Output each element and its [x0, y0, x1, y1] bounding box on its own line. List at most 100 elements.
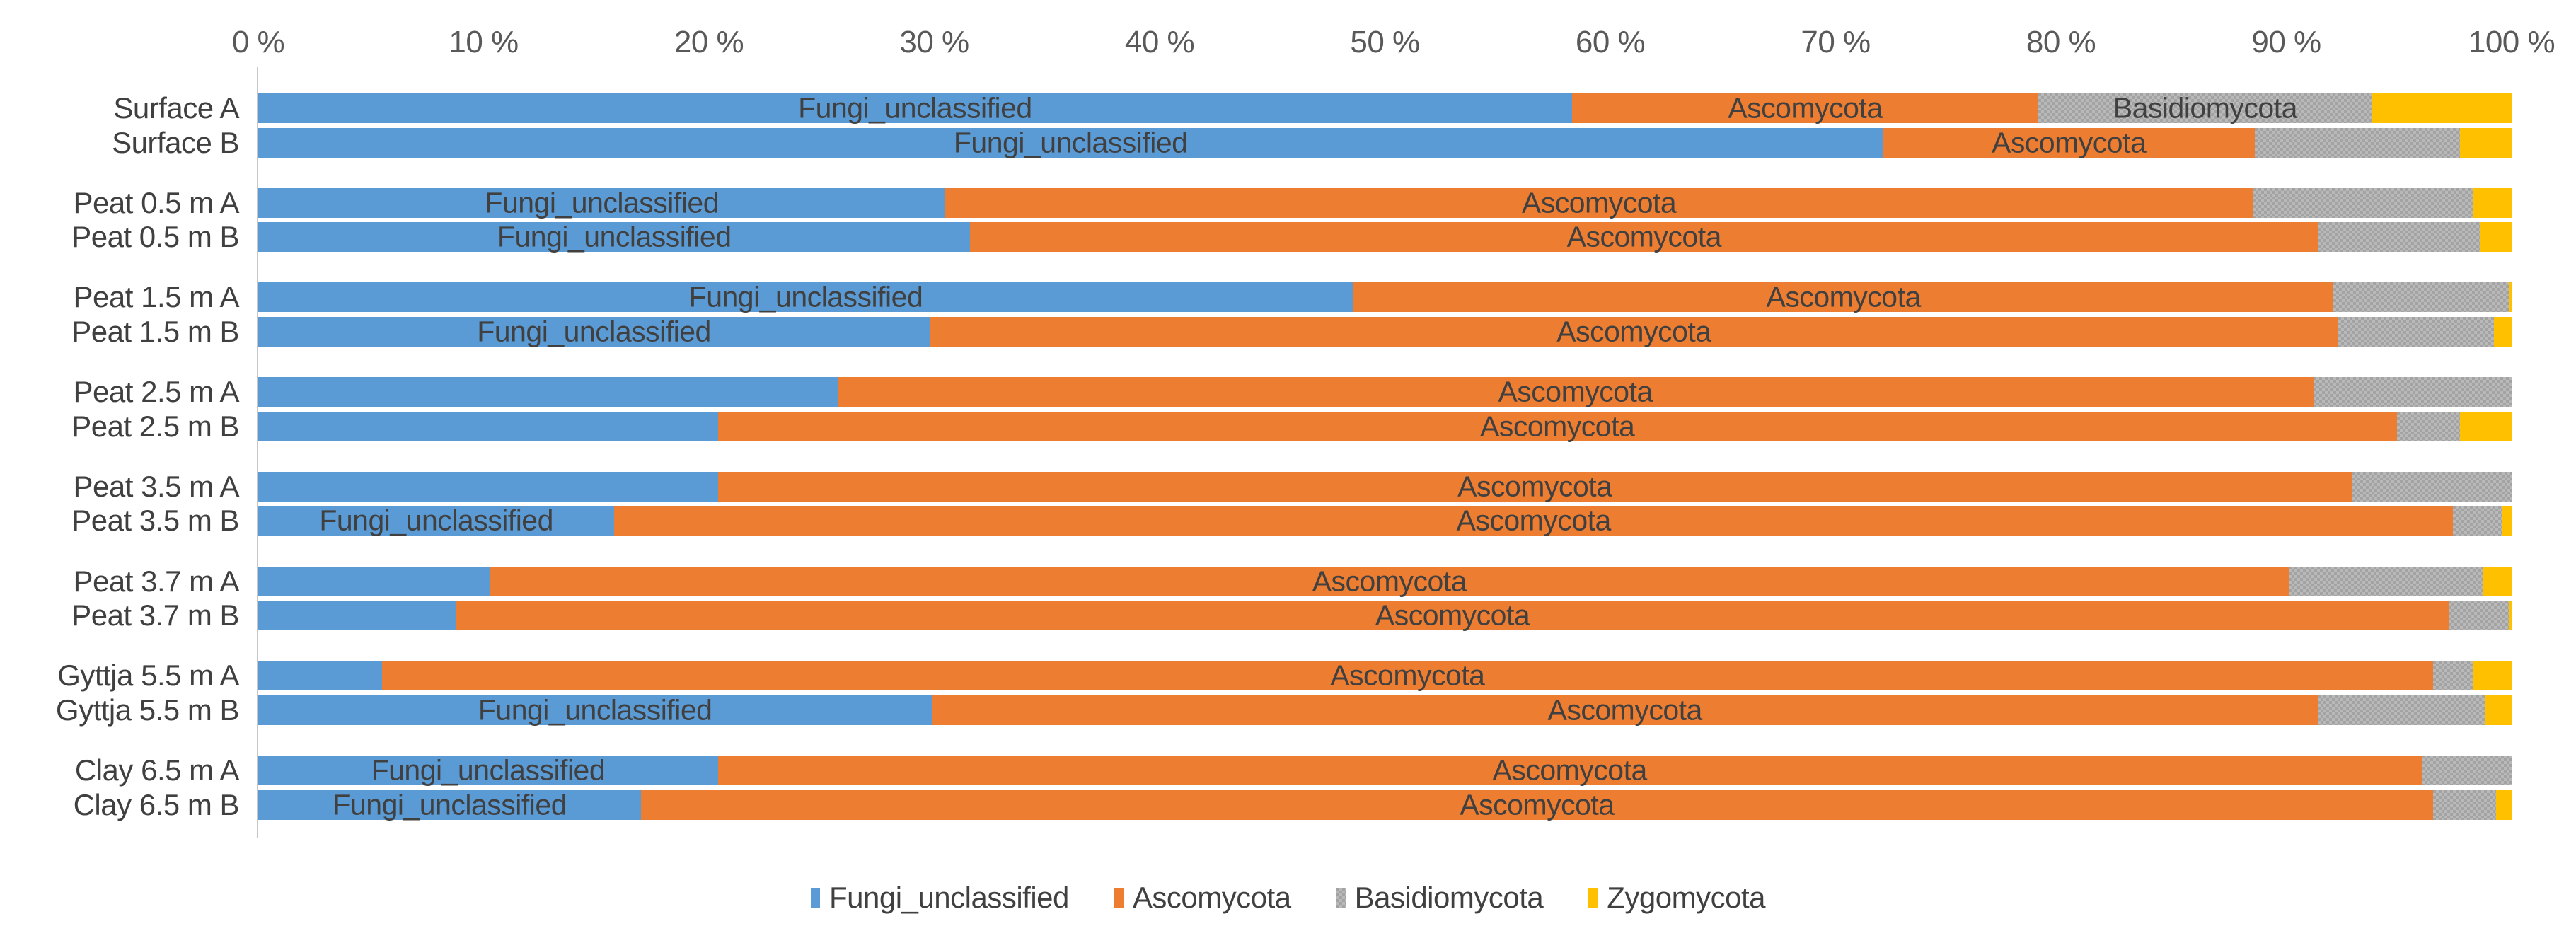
segment-basidiomycota: [2338, 317, 2494, 347]
segment-basidiomycota: [2288, 566, 2483, 596]
segment-basidiomycota: Basidiomycota: [2038, 91, 2372, 125]
segment-basidiomycota: [2351, 471, 2512, 502]
segment-ascomycota: Ascomycota: [1571, 91, 2039, 125]
segment-fungi_unclassified: Fungi_unclassified: [258, 220, 971, 253]
segment-data-label: Ascomycota: [1330, 659, 1485, 692]
category-label: Surface B: [112, 125, 239, 159]
segment-data-label: Fungi_unclassified: [688, 280, 923, 313]
y-axis-line: [257, 67, 258, 838]
bar-row: Fungi_unclassified Ascomycota: [258, 788, 2512, 821]
segment-zygomycota: [2459, 127, 2512, 158]
x-axis-tick-label: 70 %: [1801, 25, 1871, 59]
segment-fungi_unclassified: Fungi_unclassified: [258, 280, 1353, 313]
segment-data-label: Fungi_unclassified: [477, 315, 711, 348]
category-label: Gyttja 5.5 m B: [55, 693, 240, 727]
segment-ascomycota: Ascomycota: [930, 315, 2338, 348]
category-label: Peat 3.5 m A: [73, 469, 240, 503]
segment-basidiomycota: [2252, 187, 2473, 218]
segment-basidiomycota: [2313, 377, 2512, 407]
segment-data-label: Ascomycota: [1456, 504, 1612, 537]
bar-row: Fungi_unclassified Ascomycota: [258, 280, 2512, 313]
segment-basidiomycota: [2432, 789, 2496, 820]
segment-zygomycota: [2502, 506, 2512, 536]
bar-row: Ascomycota: [258, 376, 2512, 408]
segment-fungi_unclassified: [258, 601, 457, 631]
x-axis-tick-label: 0 %: [231, 25, 285, 59]
segment-fungi_unclassified: [258, 661, 383, 691]
legend-swatch-icon: [1336, 888, 1346, 908]
segment-basidiomycota: [2396, 411, 2460, 441]
segment-zygomycota: [2482, 566, 2512, 596]
bar-row: Fungi_unclassified Ascomycota: [258, 753, 2512, 787]
segment-ascomycota: Ascomycota: [382, 659, 2433, 692]
category-label: Peat 3.5 m B: [71, 504, 239, 538]
segment-ascomycota: Ascomycota: [1353, 280, 2334, 313]
segment-data-label: Ascomycota: [1521, 186, 1677, 219]
category-label: Peat 3.7 m B: [71, 598, 239, 632]
x-axis-tick-label: 50 %: [1350, 25, 1420, 59]
segment-basidiomycota: [2448, 601, 2509, 631]
legend-swatch-icon: [1114, 888, 1124, 908]
bar-row: Ascomycota: [258, 410, 2512, 443]
segment-data-label: Ascomycota: [1766, 280, 1921, 313]
segment-data-label: Ascomycota: [1556, 315, 1711, 348]
segment-data-label: Ascomycota: [1479, 410, 1635, 443]
segment-data-label: Ascomycota: [1728, 91, 1883, 125]
segment-data-label: Ascomycota: [1312, 565, 1467, 597]
segment-fungi_unclassified: Fungi_unclassified: [258, 504, 615, 537]
segment-basidiomycota: [2333, 282, 2509, 313]
bar-row: Fungi_unclassified Ascomycota: [258, 126, 2512, 159]
legend-swatch-icon: [811, 888, 820, 908]
segment-basidiomycota: [2318, 222, 2480, 253]
segment-fungi_unclassified: [258, 566, 491, 596]
segment-fungi_unclassified: Fungi_unclassified: [258, 126, 1883, 159]
category-label: Peat 1.5 m B: [71, 315, 239, 348]
segment-basidiomycota: [2318, 695, 2485, 725]
legend-label: Zygomycota: [1607, 881, 1765, 914]
legend-label: Fungi_unclassified: [829, 881, 1069, 914]
bar-row: Ascomycota: [258, 599, 2512, 632]
segment-fungi_unclassified: [258, 411, 718, 441]
legend-item-fungi_unclassified: Fungi_unclassified: [811, 881, 1069, 915]
segment-ascomycota: Ascomycota: [970, 221, 2318, 253]
x-axis-tick-label: 10 %: [449, 25, 519, 59]
category-label: Peat 2.5 m A: [73, 375, 240, 409]
x-axis-tick-label: 30 %: [899, 25, 969, 59]
segment-data-label: Ascomycota: [1991, 126, 2147, 159]
legend-swatch-icon: [1588, 888, 1598, 908]
segment-zygomycota: [2493, 317, 2512, 347]
segment-data-label: Fungi_unclassified: [497, 220, 732, 253]
category-label: Peat 0.5 m B: [71, 220, 239, 254]
segment-data-label: Basidiomycota: [2113, 91, 2298, 125]
category-label: Peat 3.7 m A: [73, 564, 240, 598]
x-axis-tick-label: 90 %: [2251, 25, 2321, 59]
category-label: Gyttja 5.5 m A: [57, 659, 239, 693]
segment-basidiomycota: [2453, 506, 2503, 536]
x-axis-tick-label: 40 %: [1124, 25, 1195, 59]
segment-zygomycota: [2480, 222, 2512, 253]
segment-zygomycota: [2473, 661, 2512, 691]
segment-ascomycota: Ascomycota: [490, 565, 2289, 597]
segment-zygomycota: [2372, 93, 2512, 123]
category-label: Clay 6.5 m B: [73, 787, 240, 821]
segment-zygomycota: [2495, 789, 2512, 820]
segment-data-label: Fungi_unclassified: [953, 126, 1188, 159]
segment-data-label: Ascomycota: [1457, 470, 1612, 503]
segment-data-label: Fungi_unclassified: [319, 504, 553, 537]
segment-basidiomycota: [2421, 755, 2512, 785]
segment-ascomycota: Ascomycota: [641, 788, 2433, 821]
category-label: Surface A: [113, 91, 239, 125]
legend-item-zygomycota: Zygomycota: [1588, 881, 1765, 915]
segment-ascomycota: Ascomycota: [614, 504, 2454, 537]
bar-row: Ascomycota: [258, 565, 2512, 597]
segment-data-label: Fungi_unclassified: [333, 788, 567, 821]
segment-data-label: Fungi_unclassified: [371, 753, 606, 787]
x-axis-tick-label: 60 %: [1575, 25, 1646, 59]
bar-row: Fungi_unclassified Ascomycota: [258, 220, 2512, 253]
segment-basidiomycota: [2254, 127, 2460, 158]
segment-zygomycota: [2473, 187, 2512, 218]
segment-ascomycota: Ascomycota: [456, 599, 2449, 632]
x-axis-tick-label: 100 %: [2468, 25, 2555, 59]
bar-row: Ascomycota: [258, 659, 2512, 692]
